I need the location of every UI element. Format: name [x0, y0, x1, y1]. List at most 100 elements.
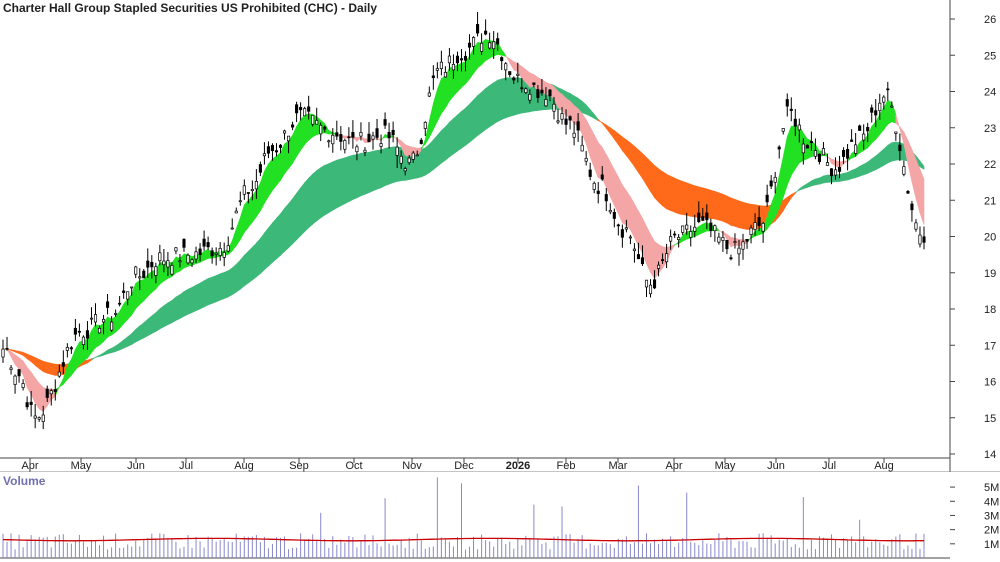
candle-body — [206, 242, 210, 248]
candle-body — [560, 113, 564, 120]
candle-body — [146, 260, 150, 268]
candle-body — [218, 248, 222, 256]
candle-body — [186, 254, 190, 264]
candle-body — [158, 252, 162, 262]
candle-body — [813, 150, 817, 157]
candle-body — [584, 158, 588, 162]
candle-body — [528, 93, 532, 101]
candle-body — [291, 124, 295, 128]
candle-body — [5, 347, 9, 350]
candle-body — [166, 260, 170, 268]
x-tick-label: 2026 — [506, 460, 530, 472]
candle-body — [556, 120, 560, 123]
candle-body — [737, 247, 741, 255]
candle-body — [874, 110, 878, 116]
candle-body — [544, 99, 548, 107]
candle-body — [343, 140, 347, 150]
candle-body — [303, 108, 307, 117]
candle-body — [616, 224, 620, 227]
y-tick-label: 19 — [984, 268, 996, 280]
candle-body — [274, 150, 279, 153]
candle-body — [443, 72, 447, 78]
candle-body — [536, 89, 540, 98]
candle-body — [387, 131, 391, 139]
volume-y-tick-label: 4M — [984, 496, 999, 508]
candle-body — [379, 143, 383, 147]
candle-body — [85, 330, 90, 339]
candle-body — [886, 88, 890, 91]
candle-body — [17, 369, 21, 377]
candle-body — [77, 330, 81, 333]
candle-body — [604, 194, 608, 202]
candle-body — [882, 96, 886, 103]
candle-body — [1, 348, 5, 358]
candle-body — [270, 145, 275, 152]
candle-body — [657, 264, 661, 269]
y-tick-label: 20 — [984, 232, 996, 244]
candle-body — [608, 210, 612, 213]
candle-body — [459, 58, 464, 61]
candle-body — [854, 144, 858, 154]
x-tick-label: Nov — [402, 460, 422, 472]
candle-body — [61, 362, 65, 367]
x-tick-label: May — [715, 460, 736, 472]
candle-body — [242, 185, 246, 195]
candle-body — [250, 188, 254, 191]
candle-body — [415, 154, 419, 157]
candle-body — [431, 75, 435, 79]
candle-body — [399, 155, 403, 164]
y-tick-label: 24 — [984, 87, 996, 99]
candle-body — [407, 157, 411, 163]
candle-body — [391, 129, 395, 136]
x-tick-label: May — [71, 460, 92, 472]
y-tick-label: 26 — [984, 14, 996, 26]
candle-body — [757, 217, 761, 227]
candle-body — [319, 124, 323, 135]
candle-body — [427, 92, 431, 97]
candle-body — [335, 132, 339, 137]
candle-body — [194, 251, 198, 260]
x-tick-label: Feb — [557, 460, 576, 472]
candle-body — [817, 153, 821, 162]
candle-body — [821, 148, 826, 156]
candle-body — [878, 102, 882, 111]
candle-body — [234, 210, 238, 214]
candle-body — [254, 181, 258, 190]
candle-body — [632, 248, 636, 252]
candle-body — [693, 226, 697, 232]
candle-body — [850, 139, 854, 142]
volume-moving-average-line — [2, 537, 924, 542]
y-tick-label: 25 — [984, 50, 996, 62]
candle-body — [500, 57, 504, 62]
volume-y-tick-label: 3M — [984, 510, 999, 522]
candle-body — [801, 143, 805, 154]
candle-body — [295, 104, 299, 114]
candle-body — [588, 169, 592, 177]
x-tick-label: Apr — [21, 460, 38, 472]
candle-body — [367, 133, 371, 143]
candle-body — [130, 286, 134, 289]
candle-body — [101, 318, 106, 323]
candle-body — [769, 180, 773, 187]
candle-body — [552, 103, 556, 112]
candle-body — [733, 241, 737, 243]
candle-body — [138, 276, 142, 279]
candle-body — [178, 260, 182, 263]
x-tick-label: Jun — [767, 460, 785, 472]
candle-body — [315, 120, 319, 125]
candle-body — [278, 144, 283, 148]
candle-body — [596, 190, 600, 194]
candle-body — [359, 132, 363, 137]
candle-body — [202, 238, 206, 247]
candle-body — [395, 146, 399, 156]
candle-body — [198, 248, 202, 256]
candle-body — [572, 132, 576, 138]
candle-body — [472, 37, 476, 47]
candle-body — [21, 383, 25, 388]
candle-body — [230, 227, 234, 230]
candle-body — [122, 290, 126, 293]
candle-body — [363, 149, 367, 153]
candle-body — [681, 225, 685, 233]
candle-body — [866, 126, 870, 132]
candle-body — [134, 266, 138, 275]
